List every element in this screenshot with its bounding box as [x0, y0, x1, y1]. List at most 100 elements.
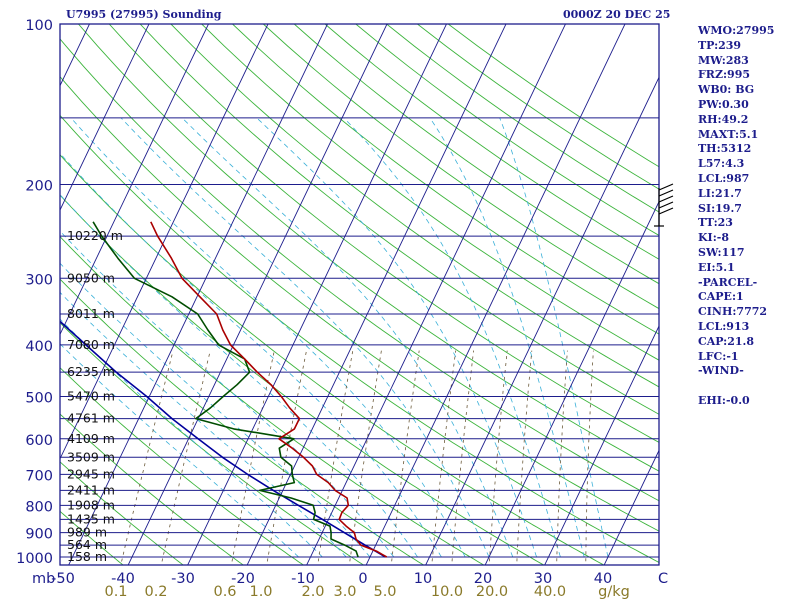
sounding-time: 0000Z 20 DEC 25	[563, 8, 671, 21]
moist-adiabat-line	[60, 230, 395, 558]
sounding-index-item: TT:23	[698, 216, 733, 230]
pressure-tick-label: 200	[25, 178, 53, 194]
sounding-index-item	[698, 379, 774, 394]
sounding-index-item: CAP:21.8	[698, 334, 755, 348]
mixing-ratio-line	[585, 350, 594, 565]
dry-adiabat-line	[60, 278, 425, 565]
isotherm-line	[306, 24, 566, 565]
sounding-index-item: MAXT:5.1	[698, 127, 759, 141]
mixing-ratio-line	[516, 350, 533, 565]
height-level-label: 10220 m	[67, 228, 123, 243]
mixing-ratio-tick-label: 2.0	[301, 584, 324, 600]
sounding-index-item: PW:0.30	[698, 97, 749, 111]
dry-adiabat-line	[139, 24, 659, 415]
mixing-ratio-tick-label: g/kg	[598, 584, 630, 600]
moist-adiabat-line	[429, 117, 585, 558]
temperature-tick-label: 20	[474, 571, 492, 587]
moist-adiabat-line	[256, 117, 537, 558]
wind-barb-flag	[658, 189, 674, 197]
height-labels: 10220 m 9050 m 8011 m 7080 m 6235 m 5470 m 476…	[67, 228, 123, 564]
mixing-ratio-line	[451, 350, 474, 565]
sounding-index-item: -PARCEL-	[698, 275, 758, 289]
dry-adiabat-line	[60, 38, 659, 502]
pressure-tick-label: 900	[25, 527, 53, 543]
isotherm-line	[60, 24, 209, 336]
sounding-index-item: RH:49.2	[698, 112, 749, 126]
temperature-tick-label: -50	[51, 571, 75, 587]
sounding-indices: WMO:27995 TP:239 MW:283 FRZ:995 WB0: BG PW:0.…	[698, 24, 774, 409]
mixing-ratio-tick-label: 3.0	[333, 584, 356, 600]
pressure-tick-label: 300	[25, 272, 53, 288]
height-level-label: 1908 m	[67, 497, 115, 512]
mixing-ratio-tick-label: 1.0	[249, 584, 272, 600]
mixing-ratio-line	[230, 350, 275, 565]
isotherm-line	[0, 12, 36, 568]
mixing-ratio-tick-label: 10.0	[431, 584, 463, 600]
wind-barb	[654, 183, 674, 227]
isotherm-line	[246, 24, 507, 565]
dry-adiabat-line	[201, 24, 659, 361]
moist-adiabat-line	[60, 318, 323, 558]
dry-adiabat-line	[108, 24, 659, 443]
isotherm-line	[60, 24, 269, 460]
isotherm-line	[60, 24, 150, 212]
height-level-label: 9050 m	[67, 270, 115, 285]
moist-adiabat-line	[60, 152, 442, 558]
sounding-index-item: CAPE:1	[698, 290, 744, 304]
height-level-label: 1435 m	[67, 511, 115, 526]
sounding-index-item: -WIND-	[698, 364, 744, 378]
dry-adiabat-line	[60, 413, 244, 565]
temperature-tick-label: -20	[231, 571, 255, 587]
sounding-profiles	[60, 221, 388, 558]
pressure-tick-label: 600	[25, 433, 53, 449]
sounding-index-item: LCL:913	[698, 319, 750, 333]
pressure-tick-label: 100	[25, 18, 53, 34]
sounding-index-item: TP:239	[698, 38, 742, 52]
x-unit-label: mb	[32, 571, 55, 587]
height-level-label: 7080 m	[67, 337, 115, 352]
moist-adiabat-line	[343, 117, 561, 558]
pressure-tick-label: 400	[25, 339, 53, 355]
height-level-label: 4109 m	[67, 431, 115, 446]
sounding-index-item: SW:117	[698, 245, 745, 259]
temperature-tick-label: 30	[534, 571, 552, 587]
dry-adiabat-line	[60, 322, 365, 565]
sounding-index-item: MW:283	[698, 53, 749, 67]
dry-adiabat-line	[60, 367, 305, 565]
sounding-index-item: SI:19.7	[698, 201, 742, 215]
wind-barb-flag	[658, 207, 674, 215]
isotherm-line	[68, 24, 328, 565]
pressure-tick-label: 700	[25, 468, 53, 484]
temperature-tick-label: 0	[358, 571, 367, 587]
pressure-tick-label: 800	[25, 499, 53, 515]
moist-adiabat-line	[60, 291, 347, 558]
sounding-index-item: WMO:27995	[698, 24, 775, 37]
dry-adiabat-line	[60, 510, 124, 565]
dry-adiabat-line	[78, 24, 659, 472]
sounding-index-item: LI:21.7	[698, 186, 742, 200]
height-level-label: 158 m	[67, 549, 107, 564]
wind-barb-flag	[658, 195, 674, 203]
height-level-label: 2945 m	[67, 466, 115, 481]
mixing-ratio-line	[348, 350, 382, 565]
height-level-label: 4761 m	[67, 411, 115, 426]
dry-adiabat-line	[293, 24, 659, 285]
height-level-label: 6235 m	[67, 364, 115, 379]
wind-barb-flag	[658, 201, 674, 209]
mixing-ratio-line	[390, 350, 420, 565]
temperature-tick-label: -30	[171, 571, 195, 587]
temperature-tick-label: 40	[594, 571, 612, 587]
sounding-index-item: LCL:987	[698, 171, 750, 185]
parcel-path-line	[60, 320, 386, 558]
temperature-tick-label: -10	[291, 571, 315, 587]
mixing-ratio-line	[266, 350, 307, 565]
mixing-ratio-tick-label: 5.0	[373, 584, 396, 600]
isotherm-line	[127, 24, 388, 565]
dry-adiabat-line	[60, 235, 485, 565]
height-level-label: 989 m	[67, 525, 107, 540]
height-level-label: 2411 m	[67, 482, 115, 497]
mixing-ratio-tick-label: 40.0	[534, 584, 566, 600]
moist-adiabat-line	[499, 117, 609, 558]
